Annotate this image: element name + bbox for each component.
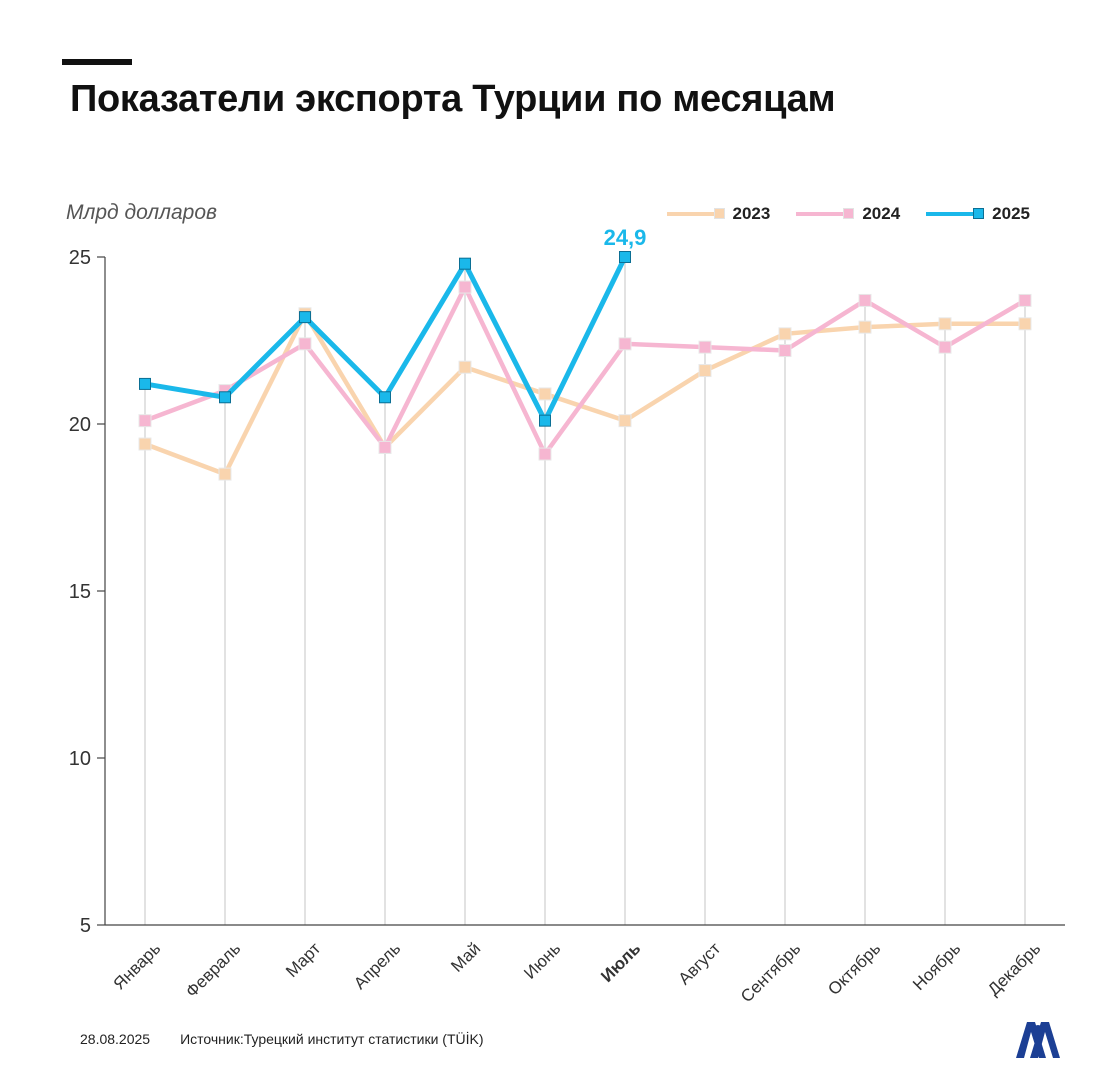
title-accent-bar (62, 59, 132, 65)
x-tick-label: Июль (597, 939, 644, 986)
data-point-2024 (378, 440, 392, 454)
x-tick-label: Май (447, 939, 484, 976)
data-point-2024 (138, 414, 152, 428)
y-tick-label: 15 (69, 581, 91, 603)
footer: 28.08.2025 Источник:Турецкий институт ст… (80, 1031, 484, 1047)
data-point-2023 (618, 414, 632, 428)
data-point-2025 (459, 257, 471, 270)
series-line-2024 (142, 284, 1028, 457)
line-chart: 5 10 15 20 25 Январь Февраль Март Апрель Май Июнь И… (69, 225, 1065, 1006)
data-point-2024 (1018, 293, 1032, 307)
data-point-2023 (698, 364, 712, 378)
x-tick-label: Сентябрь (737, 939, 804, 1006)
legend-swatch (796, 207, 855, 221)
x-tick-label: Март (282, 939, 324, 981)
x-tick-label: Декабрь (984, 939, 1044, 999)
x-tick-label: Август (675, 939, 725, 989)
data-point-2025 (379, 391, 391, 404)
data-point-2023 (858, 320, 872, 334)
legend-label: 2023 (732, 204, 771, 223)
data-point-2024 (298, 337, 312, 351)
y-tick-label: 20 (69, 414, 91, 436)
legend-item-2025: 2025 (926, 204, 1030, 224)
data-point-2025 (619, 251, 631, 263)
legend-swatch (926, 207, 985, 221)
data-point-2023 (1018, 317, 1032, 331)
page-title: Показатели экспорта Турции по месяцам (70, 78, 836, 120)
data-point-2024 (618, 337, 632, 351)
data-point-2023 (538, 387, 552, 401)
y-tick-label: 10 (69, 748, 91, 770)
x-tick-label: Июнь (520, 939, 564, 983)
data-label-annotation: 24,9 (604, 225, 647, 250)
data-point-2025 (219, 391, 231, 404)
data-point-2024 (538, 447, 552, 461)
data-point-2023 (138, 437, 152, 451)
legend-item-2023: 2023 (666, 204, 771, 224)
y-tick-label: 25 (69, 247, 91, 269)
x-tick-label: Февраль (182, 939, 244, 1001)
data-point-2024 (938, 340, 952, 354)
x-tick-label: Январь (110, 939, 165, 994)
legend-label: 2024 (862, 204, 901, 223)
x-tick-label: Ноябрь (909, 939, 964, 994)
y-axis-unit-label: Млрд долларов (66, 201, 217, 224)
legend-item-2024: 2024 (796, 204, 900, 224)
data-point-2025 (299, 311, 311, 324)
data-point-2023 (938, 317, 952, 331)
data-point-2024 (458, 280, 472, 294)
x-tick-label: Апрель (350, 939, 404, 993)
data-point-2023 (218, 467, 232, 481)
data-point-2024 (858, 293, 872, 307)
data-point-2025 (539, 414, 551, 427)
footer-date: 28.08.2025 (80, 1031, 151, 1047)
data-point-2024 (698, 340, 712, 354)
series-line-2023 (142, 311, 1028, 477)
data-point-2025 (139, 377, 151, 390)
data-point-2024 (778, 344, 792, 358)
legend-label: 2025 (992, 204, 1030, 223)
chart-legend: 2023 2024 2025 (666, 204, 1030, 224)
data-point-2023 (458, 360, 472, 374)
aa-logo-icon (1014, 1016, 1062, 1065)
data-point-2023 (778, 327, 792, 341)
legend-swatch (666, 207, 725, 221)
footer-source: Источник:Турецкий институт статистики (T… (180, 1031, 484, 1047)
y-tick-label: 5 (80, 915, 91, 937)
x-tick-label: Октябрь (824, 939, 884, 999)
